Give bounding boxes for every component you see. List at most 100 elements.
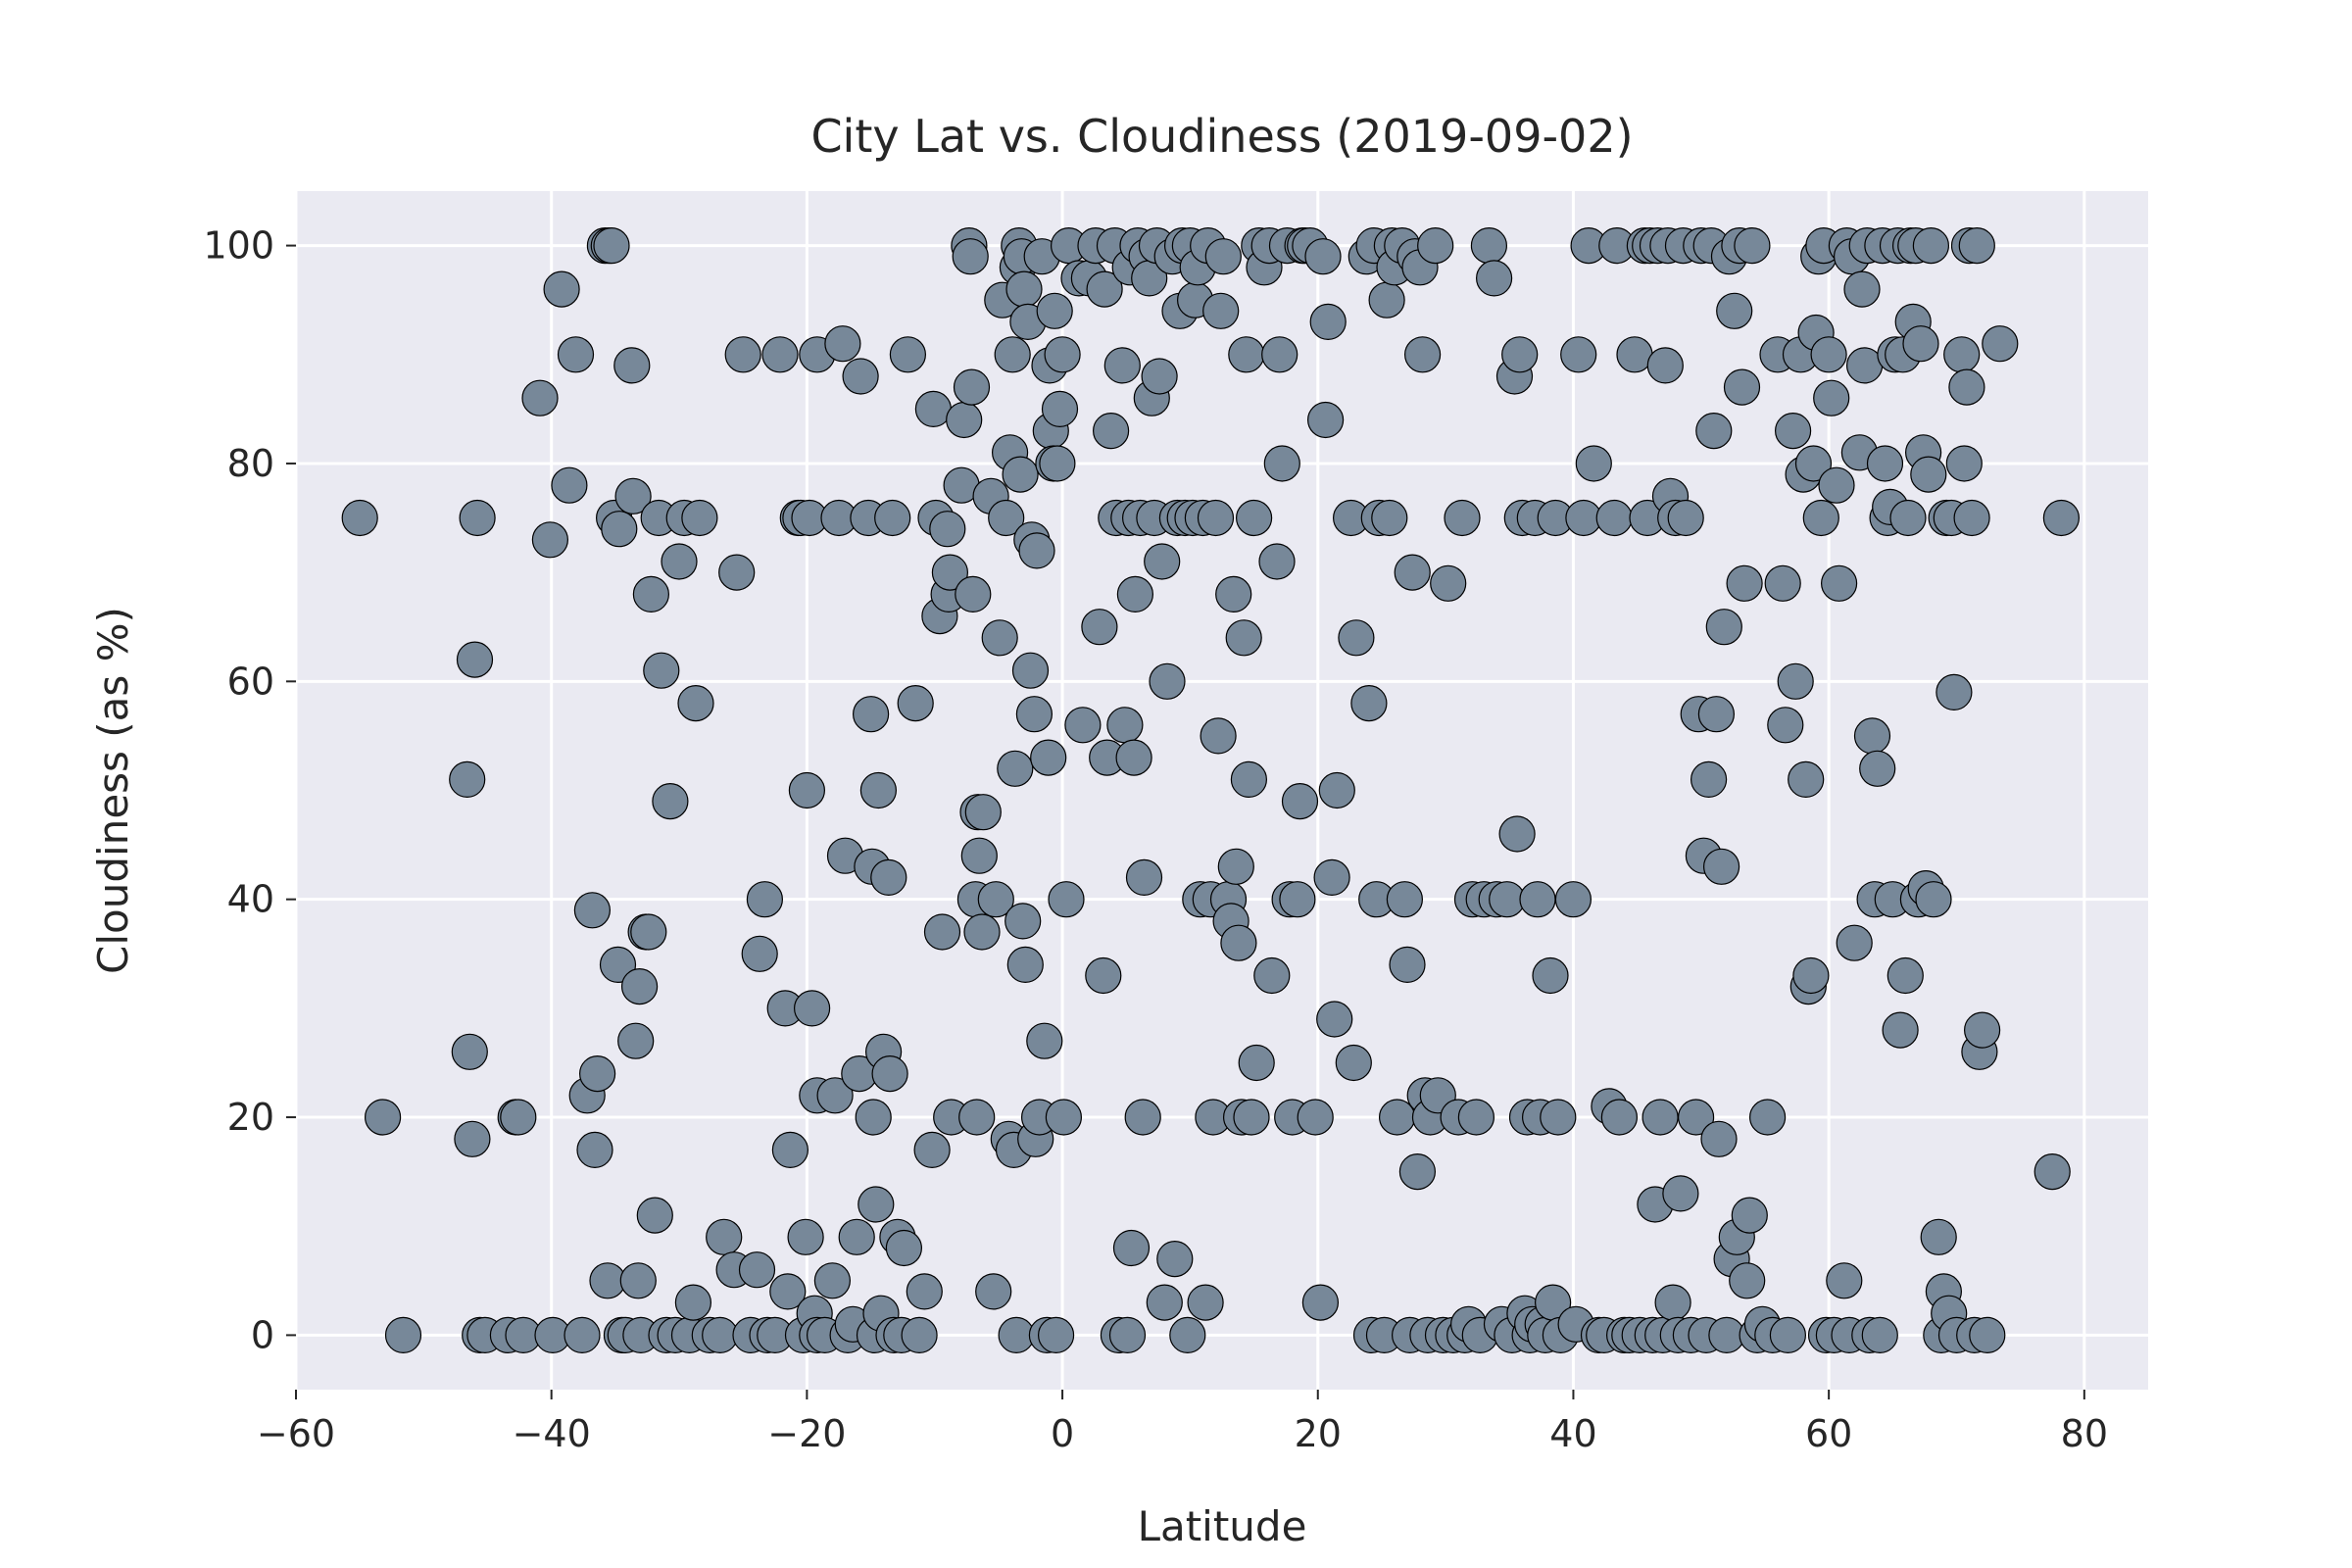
data-point	[1565, 499, 1602, 537]
data-point	[1595, 499, 1633, 537]
data-point	[977, 881, 1014, 918]
x-tick-label: −40	[513, 1412, 591, 1455]
data-point	[1920, 1218, 1957, 1255]
data-point	[724, 336, 761, 373]
data-point	[576, 1131, 613, 1169]
data-point	[1677, 1099, 1715, 1136]
data-point	[741, 935, 778, 972]
data-point	[1081, 609, 1118, 646]
data-point	[852, 696, 890, 733]
data-point	[1041, 390, 1079, 427]
data-point	[1238, 1044, 1275, 1082]
data-point	[953, 368, 991, 406]
y-tick-label: 20	[227, 1096, 274, 1139]
data-point	[1767, 707, 1804, 744]
data-point	[1936, 673, 1973, 711]
data-point	[630, 913, 667, 951]
data-point	[1836, 924, 1873, 961]
data-point	[1149, 662, 1186, 700]
data-point	[997, 750, 1034, 787]
data-point	[1350, 684, 1388, 722]
data-point	[1810, 336, 1847, 373]
data-point	[1389, 946, 1426, 984]
data-point	[1882, 1011, 1919, 1049]
data-point	[988, 499, 1025, 537]
data-point	[384, 1316, 422, 1354]
data-point	[787, 1218, 824, 1255]
data-point	[1233, 1099, 1270, 1136]
data-point	[1764, 564, 1801, 602]
data-point	[1769, 1316, 1807, 1354]
data-point	[1820, 564, 1858, 602]
data-point	[449, 760, 486, 799]
chart-title: City Lat vs. Cloudiness (2019-09-02)	[810, 110, 1633, 163]
data-point	[1802, 499, 1839, 537]
data-point	[1540, 1099, 1577, 1136]
data-point	[1915, 881, 1952, 918]
data-point	[1297, 1099, 1334, 1136]
data-point	[564, 1316, 601, 1354]
data-point	[1018, 532, 1055, 569]
data-point	[1792, 956, 1830, 995]
data-point	[871, 1054, 908, 1093]
data-point	[1092, 413, 1130, 450]
data-point	[578, 1054, 616, 1093]
data-point	[842, 358, 879, 395]
data-point	[1662, 1175, 1699, 1212]
x-tick-label: 40	[1549, 1412, 1596, 1455]
data-point	[1228, 336, 1265, 373]
data-point	[636, 1197, 673, 1234]
data-point	[1394, 554, 1431, 591]
data-point	[1235, 499, 1273, 537]
data-point	[661, 543, 698, 580]
data-point	[1945, 445, 1983, 482]
data-point	[459, 499, 496, 537]
y-axis-label: Cloudiness (as %)	[89, 607, 137, 974]
data-point	[2042, 499, 2080, 537]
data-point	[620, 967, 659, 1005]
data-point	[1318, 771, 1355, 809]
data-point	[643, 652, 680, 689]
data-point	[1106, 707, 1144, 744]
data-point	[816, 1077, 854, 1114]
data-point	[1723, 368, 1761, 406]
data-point	[543, 270, 580, 308]
data-point	[1156, 1240, 1194, 1278]
data-point	[1616, 336, 1653, 373]
data-point	[1430, 564, 1467, 602]
data-point	[874, 499, 911, 537]
data-point	[1125, 858, 1163, 897]
data-point	[1963, 1011, 2001, 1049]
data-point	[1948, 368, 1985, 406]
data-point	[931, 554, 969, 591]
data-point	[1039, 445, 1076, 482]
data-point	[1912, 227, 1950, 265]
data-point	[1026, 1022, 1063, 1059]
data-point	[454, 1120, 491, 1157]
data-point	[998, 1316, 1035, 1354]
data-point	[573, 892, 612, 929]
data-point	[1086, 270, 1123, 308]
x-axis-ticks: −60 −40 −20 0 20 40 60 80	[257, 1390, 2108, 1455]
data-point	[1103, 347, 1141, 384]
data-point	[1982, 325, 2019, 363]
data-point	[1731, 1197, 1768, 1234]
data-point	[2034, 1152, 2071, 1191]
data-point	[601, 511, 638, 548]
data-point	[1368, 281, 1405, 318]
data-point	[1667, 499, 1704, 537]
data-point	[1187, 1284, 1224, 1321]
data-point	[593, 227, 630, 265]
data-point	[1845, 347, 1884, 384]
y-tick-label: 100	[203, 224, 274, 268]
x-tick-label: 60	[1805, 1412, 1852, 1455]
data-point	[1204, 238, 1242, 275]
data-point	[1279, 881, 1316, 918]
data-point	[1378, 1099, 1416, 1136]
data-point	[706, 1218, 743, 1255]
data-point	[1253, 956, 1291, 995]
data-point	[1794, 445, 1833, 482]
data-point	[1889, 499, 1927, 537]
